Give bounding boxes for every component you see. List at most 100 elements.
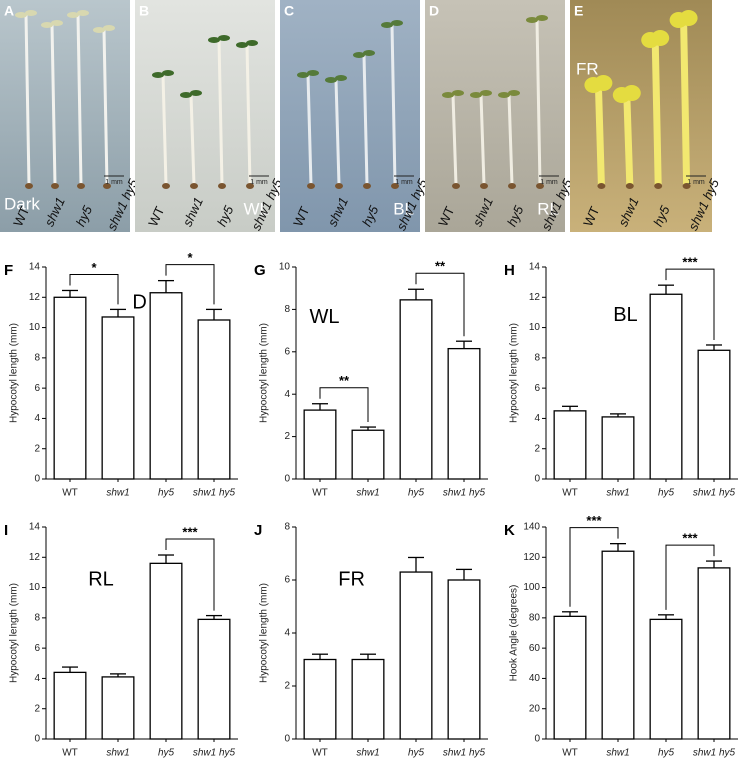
seed-coat <box>335 183 343 189</box>
seedling-cotyledon <box>381 22 393 28</box>
significance-bracket <box>69 273 119 305</box>
bar <box>303 409 337 480</box>
panel-letter: J <box>254 522 262 539</box>
x-tick-label: shw1 <box>356 748 379 759</box>
significance-label: *** <box>682 531 698 546</box>
y-tick-label: 10 <box>29 582 41 593</box>
error-bar <box>610 543 626 552</box>
y-tick-label: 0 <box>534 734 540 745</box>
significance-bracket <box>415 272 465 337</box>
photo-background <box>135 0 275 232</box>
condition-label: BL <box>613 304 637 326</box>
x-tick-label: hy5 <box>158 748 175 759</box>
error-bar <box>110 673 126 677</box>
seedling-stem <box>24 13 31 187</box>
x-tick-label: shw1 hy5 <box>693 488 736 499</box>
significance-bracket <box>165 264 215 305</box>
bar <box>53 296 87 480</box>
seedling-cotyledon <box>152 72 164 78</box>
significance-label: ** <box>339 373 350 388</box>
photo-background <box>280 0 420 232</box>
error-bar <box>360 426 376 431</box>
seedling-cotyledon <box>236 42 248 48</box>
y-tick-label: 0 <box>34 474 40 485</box>
significance-bracket <box>665 268 715 340</box>
seedling-cotyledon <box>452 90 464 96</box>
x-tick-label: hy5 <box>658 748 675 759</box>
y-tick-label: 0 <box>284 734 290 745</box>
error-bar <box>610 413 626 417</box>
seedling-cotyledon <box>307 70 319 76</box>
x-tick-label: shw1 hy5 <box>693 748 736 759</box>
seed-coat <box>480 183 488 189</box>
error-bar <box>312 653 328 660</box>
seedling-stem <box>479 93 486 187</box>
bar <box>553 410 587 480</box>
bar <box>197 319 231 480</box>
seedling-cotyledon <box>67 12 79 18</box>
y-tick-label: 2 <box>284 431 290 442</box>
x-tick-label: hy5 <box>408 748 425 759</box>
seed-coat <box>363 183 371 189</box>
seedling-stem <box>306 73 313 187</box>
seed-coat <box>218 183 226 189</box>
bar <box>197 618 231 740</box>
y-axis-label: Hypocotyl length (mm) <box>9 323 20 423</box>
y-tick-label: 80 <box>529 612 541 623</box>
error-bar <box>658 614 674 620</box>
significance-bracket <box>319 387 369 423</box>
y-tick-label: 4 <box>284 389 290 400</box>
error-bar <box>456 568 472 580</box>
x-tick-label: shw1 hy5 <box>443 488 486 499</box>
seedling-cotyledon <box>594 75 613 91</box>
x-tick-label: shw1 <box>106 488 129 499</box>
significance-label: * <box>91 260 97 275</box>
condition-label: D <box>132 291 146 313</box>
seedling-cotyledon <box>325 77 337 83</box>
significance-label: ** <box>435 259 446 274</box>
panel-letter: I <box>4 522 8 539</box>
error-bar <box>562 405 578 411</box>
y-tick-label: 0 <box>534 474 540 485</box>
y-tick-label: 4 <box>34 413 40 424</box>
significance-label: *** <box>586 513 602 528</box>
bar <box>649 293 683 480</box>
y-tick-label: 6 <box>284 346 290 357</box>
seedling-stem <box>623 91 634 189</box>
seedling-cotyledon <box>470 92 482 98</box>
y-tick-label: 20 <box>529 703 541 714</box>
condition-label: RL <box>88 568 114 590</box>
photo-condition: Dark <box>4 194 40 213</box>
seedling-cotyledon <box>391 20 403 26</box>
x-tick-label: WT <box>62 748 78 759</box>
seedling-stem <box>362 53 369 187</box>
seedling-stem <box>76 13 83 187</box>
bar <box>553 615 587 740</box>
y-tick-label: 0 <box>34 734 40 745</box>
y-axis-label: Hypocotyl length (mm) <box>509 323 520 423</box>
significance-bracket <box>569 527 619 607</box>
y-tick-label: 12 <box>529 292 541 303</box>
y-tick-label: 100 <box>523 582 540 593</box>
y-tick-label: 6 <box>284 575 290 586</box>
photo-condition: RL <box>537 199 559 218</box>
y-tick-label: 120 <box>523 552 540 563</box>
seed-coat <box>190 183 198 189</box>
panel-letter: G <box>254 262 266 279</box>
photo-condition: WL <box>244 199 270 218</box>
seedling-cotyledon <box>622 85 641 101</box>
seed-coat <box>162 183 170 189</box>
seedling-cotyledon <box>77 10 89 16</box>
y-tick-label: 4 <box>34 673 40 684</box>
x-tick-label: shw1 <box>106 748 129 759</box>
seedling-stem <box>594 81 605 189</box>
error-bar <box>562 611 578 617</box>
y-tick-label: 2 <box>284 681 290 692</box>
seedling-cotyledon <box>536 15 548 21</box>
seedling-cotyledon <box>353 52 365 58</box>
seed-coat <box>77 183 85 189</box>
bar <box>447 347 481 480</box>
seedling-stem <box>189 93 196 187</box>
seedling-cotyledon <box>190 90 202 96</box>
bar <box>101 316 135 480</box>
